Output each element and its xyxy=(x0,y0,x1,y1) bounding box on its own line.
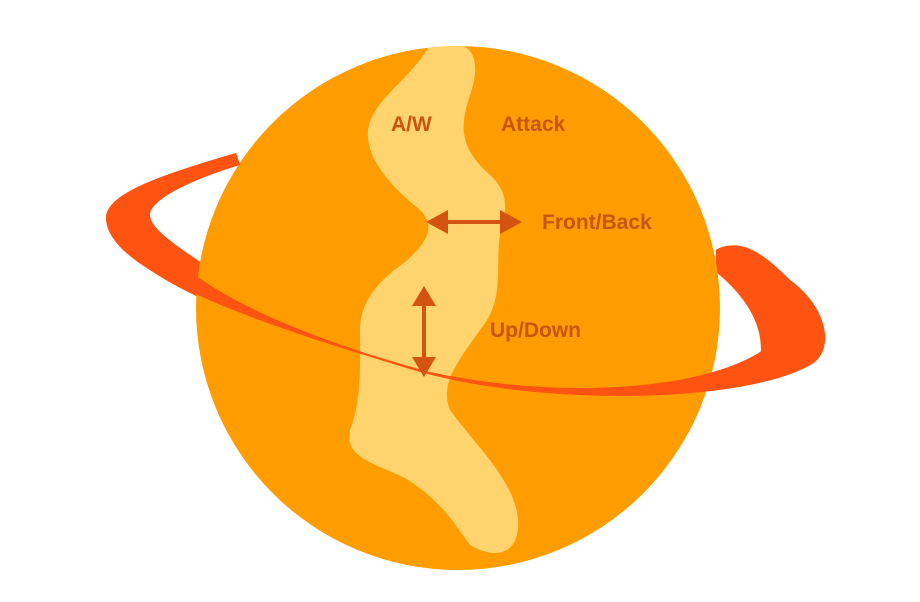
ring-front xyxy=(106,153,826,396)
label-up-down: Up/Down xyxy=(490,319,581,342)
planet-band-group xyxy=(349,46,519,553)
front-back-arrow-icon xyxy=(426,210,522,234)
up-down-arrow-icon xyxy=(412,286,436,377)
label-front-back: Front/Back xyxy=(542,211,652,234)
label-aw: A/W xyxy=(391,113,432,136)
label-attack: Attack xyxy=(501,113,566,136)
planet-band xyxy=(349,46,519,553)
